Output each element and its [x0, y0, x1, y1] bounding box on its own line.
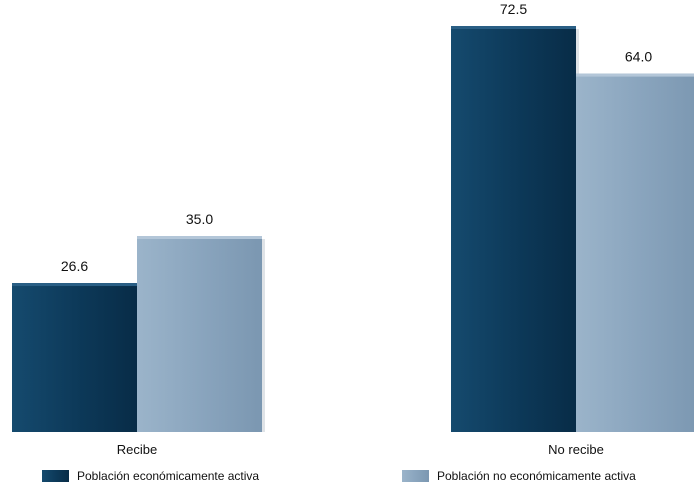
bar-value-label: 64.0 — [625, 49, 652, 65]
bar-top-edge — [451, 26, 576, 29]
value-labels-group: 26.6 35.0 72.5 64.0 — [61, 1, 652, 274]
legend-swatch — [402, 470, 429, 482]
legend-label: Población económicamente activa — [77, 469, 259, 483]
bar-value-label: 35.0 — [186, 211, 213, 227]
bar-pea-recibe — [12, 283, 137, 432]
bar-pnea-recibe — [137, 236, 262, 432]
bar-top-edge — [137, 236, 262, 239]
bar-top-edge — [576, 73, 694, 77]
category-labels-group: Recibe No recibe — [117, 442, 604, 457]
legend: Población económicamente activa Población… — [42, 469, 636, 483]
bar-value-label: 26.6 — [61, 258, 88, 274]
bar-pnea-no-recibe — [576, 73, 694, 432]
bars-group — [12, 26, 694, 432]
legend-swatch — [42, 470, 69, 482]
category-label: Recibe — [117, 442, 157, 457]
legend-label: Población no económicamente activa — [437, 469, 636, 483]
bar-top-edge — [12, 283, 137, 287]
bar-value-label: 72.5 — [500, 1, 527, 17]
category-label: No recibe — [548, 442, 604, 457]
bar-pea-no-recibe — [451, 26, 576, 432]
